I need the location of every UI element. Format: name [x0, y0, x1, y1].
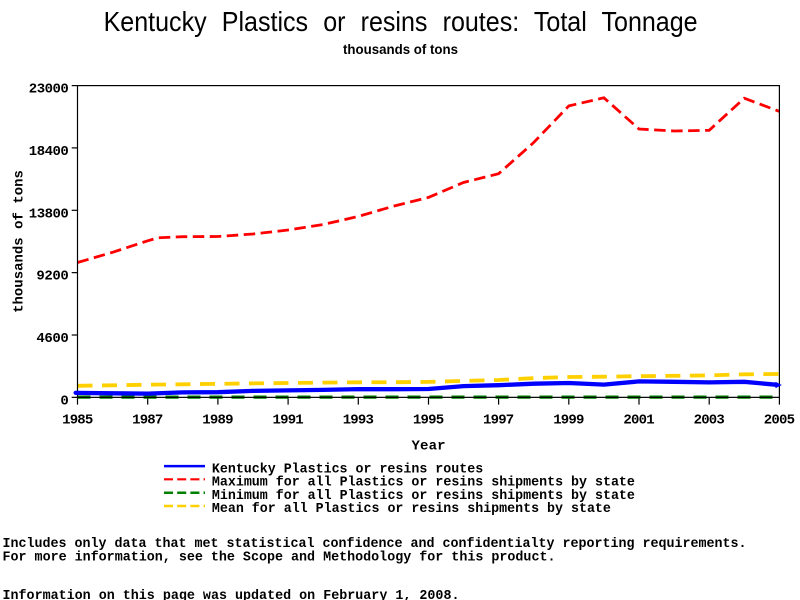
svg-text:Mean for all Plastics or resin: Mean for all Plastics or resins shipment… [212, 501, 611, 517]
svg-text:1999: 1999 [553, 413, 584, 429]
svg-text:Information on this page was u: Information on this page was updated on … [3, 588, 460, 600]
svg-text:Includes only data that met st: Includes only data that met statistical … [3, 536, 747, 552]
svg-text:1997: 1997 [483, 413, 514, 429]
svg-text:thousands of tons: thousands of tons [12, 170, 28, 313]
svg-text:1989: 1989 [202, 413, 233, 429]
svg-text:Kentucky Plastics or resins ro: Kentucky Plastics or resins routes [212, 461, 483, 477]
svg-text:Minimum for all Plastics or re: Minimum for all Plastics or resins shipm… [212, 488, 635, 504]
svg-text:9200: 9200 [36, 269, 68, 285]
svg-text:For more information, see the: For more information, see the Scope and … [3, 549, 556, 565]
svg-text:1985: 1985 [62, 413, 93, 429]
svg-text:thousands of tons: thousands of tons [343, 42, 458, 57]
svg-text:18400: 18400 [29, 144, 69, 160]
svg-text:Maximum for all Plastics or re: Maximum for all Plastics or resins shipm… [212, 475, 635, 491]
svg-text:2003: 2003 [694, 413, 725, 429]
svg-text:1987: 1987 [132, 413, 163, 429]
svg-text:23000: 23000 [29, 82, 69, 98]
svg-text:4600: 4600 [36, 331, 68, 347]
svg-text:13800: 13800 [29, 206, 69, 222]
svg-text:1993: 1993 [343, 413, 374, 429]
svg-text:1995: 1995 [413, 413, 444, 429]
svg-text:2001: 2001 [623, 413, 654, 429]
svg-text:2005: 2005 [764, 413, 795, 429]
svg-text:Kentucky Plastics or resins ro: Kentucky Plastics or resins routes: Tota… [104, 6, 698, 37]
svg-text:0: 0 [60, 393, 68, 409]
svg-text:Year: Year [412, 438, 446, 454]
svg-text:1991: 1991 [273, 413, 304, 429]
